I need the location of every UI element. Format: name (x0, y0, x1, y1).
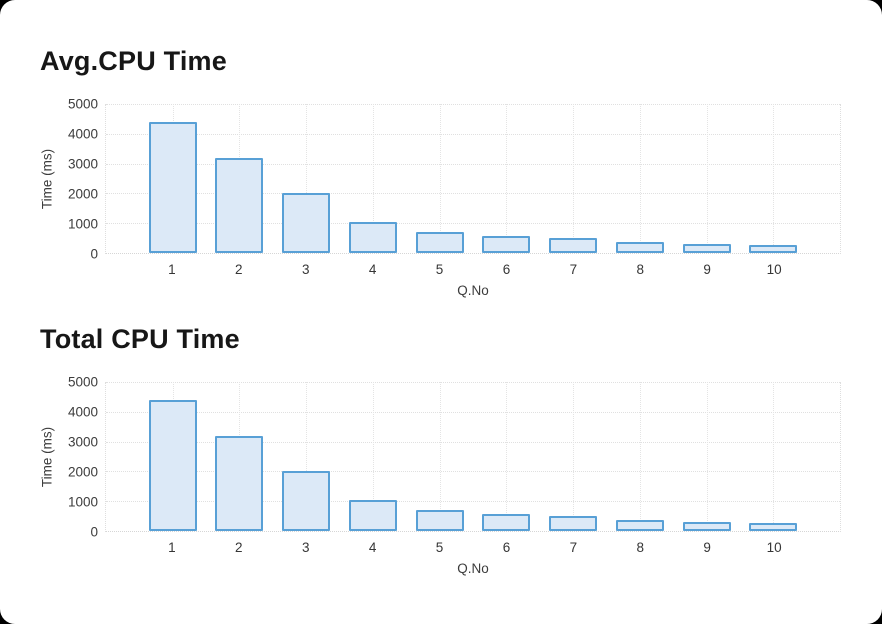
y-tick-label: 5000 (67, 374, 98, 390)
bar-q4[interactable] (348, 222, 397, 253)
bar-q2[interactable] (215, 157, 264, 253)
chart-area: Time (ms) 5000 4000 3000 2000 1000 0 1 2 3 4 5 6 7 8… (38, 375, 841, 576)
chart-area: Time (ms) 5000 4000 3000 2000 1000 0 1 2 3 4 5 6 7 8… (38, 97, 841, 298)
vertical-gridline (773, 382, 775, 531)
horizontal-gridline (106, 223, 840, 225)
horizontal-gridline (106, 193, 840, 195)
y-tick-label: 4000 (67, 404, 98, 420)
plot-wrap: 1 2 3 4 5 6 7 8 9 10 Q.No (105, 382, 841, 576)
horizontal-gridline (106, 382, 840, 383)
horizontal-gridline (106, 104, 840, 105)
bar-q2[interactable] (215, 435, 264, 531)
y-tick-label: 4000 (67, 126, 98, 142)
y-tick-label: 2000 (67, 464, 98, 480)
y-tick-label: 0 (90, 246, 98, 262)
x-tick-label: 6 (502, 540, 511, 555)
x-axis-title: Q.No (457, 561, 489, 576)
chart-section-total-cpu-time: Total CPU Time Time (ms) 5000 4000 3000 200… (0, 298, 882, 576)
bar-q3[interactable] (282, 471, 331, 531)
x-tick-label: 8 (636, 540, 645, 555)
bar-q6[interactable] (482, 236, 531, 253)
x-tick-label: 7 (569, 262, 578, 277)
vertical-gridline (773, 104, 775, 253)
y-tick-label: 1000 (67, 216, 98, 232)
bar-q5[interactable] (415, 510, 464, 531)
y-axis-tick-labels: 5000 4000 3000 2000 1000 0 (56, 97, 105, 262)
x-tick-label: 3 (301, 540, 310, 555)
y-tick-label: 2000 (67, 186, 98, 202)
bar-q9[interactable] (682, 243, 731, 253)
x-tick-label: 2 (235, 262, 243, 277)
y-axis-title: Time (ms) (38, 382, 56, 532)
plot-area (105, 104, 841, 254)
vertical-gridline (639, 104, 641, 253)
y-axis-title: Time (ms) (38, 104, 56, 254)
bar-q10[interactable] (749, 245, 798, 253)
chart-section-avg-cpu-time: Avg.CPU Time Time (ms) 5000 4000 3000 2000 1… (0, 0, 882, 298)
horizontal-gridline (106, 163, 840, 165)
y-axis-tick-labels: 5000 4000 3000 2000 1000 0 (56, 375, 105, 540)
bar-q7[interactable] (549, 515, 598, 531)
bar-q4[interactable] (348, 500, 397, 531)
vertical-gridline (506, 104, 508, 253)
bar-q8[interactable] (615, 241, 664, 253)
bar-q10[interactable] (749, 523, 798, 531)
x-tick-label: 9 (703, 262, 711, 277)
vertical-gridline (306, 104, 308, 253)
y-tick-label: 3000 (67, 156, 98, 172)
bar-q9[interactable] (682, 521, 731, 531)
x-tick-label: 10 (766, 262, 782, 277)
x-tick-label: 10 (766, 540, 782, 555)
plot-area (105, 382, 841, 532)
y-tick-label: 3000 (67, 434, 98, 450)
x-tick-label: 4 (368, 540, 377, 555)
y-tick-label: 0 (90, 524, 98, 540)
vertical-gridline (706, 104, 708, 253)
x-tick-label: 2 (235, 540, 243, 555)
vertical-gridline (639, 382, 641, 531)
vertical-gridline (573, 104, 575, 253)
horizontal-gridline (106, 441, 840, 443)
plot-wrap: 1 2 3 4 5 6 7 8 9 10 Q.No (105, 104, 841, 298)
bar-q1[interactable] (148, 121, 197, 253)
x-axis-title: Q.No (457, 283, 489, 298)
y-axis-title-label: Time (ms) (39, 148, 55, 210)
bar-q8[interactable] (615, 519, 664, 531)
x-tick-label: 3 (301, 262, 310, 277)
chart-title: Total CPU Time (40, 324, 240, 354)
x-tick-label: 4 (368, 262, 377, 277)
y-tick-label: 5000 (67, 96, 98, 112)
vertical-gridline (506, 382, 508, 531)
vertical-gridline (573, 382, 575, 531)
x-tick-label: 1 (168, 262, 176, 277)
horizontal-gridline (106, 411, 840, 413)
vertical-gridline (372, 104, 374, 253)
vertical-gridline (706, 382, 708, 531)
horizontal-gridline (106, 501, 840, 503)
y-axis-title-label: Time (ms) (39, 426, 55, 488)
chart-title: Avg.CPU Time (40, 46, 227, 76)
bar-q1[interactable] (148, 399, 197, 531)
x-tick-label: 5 (435, 540, 444, 555)
bar-q5[interactable] (415, 232, 464, 253)
bar-q3[interactable] (282, 193, 331, 253)
vertical-gridline (439, 382, 441, 531)
bar-q7[interactable] (549, 237, 598, 253)
y-tick-label: 1000 (67, 494, 98, 510)
vertical-gridline (372, 382, 374, 531)
x-tick-label: 5 (435, 262, 444, 277)
vertical-gridline (306, 382, 308, 531)
x-axis-tick-labels: 1 2 3 4 5 6 7 8 9 10 (105, 262, 841, 280)
bar-q6[interactable] (482, 514, 531, 531)
x-tick-label: 9 (703, 540, 711, 555)
horizontal-gridline (106, 133, 840, 135)
x-tick-label: 6 (502, 262, 511, 277)
horizontal-gridline (106, 471, 840, 473)
x-tick-label: 7 (569, 540, 578, 555)
x-tick-label: 8 (636, 262, 645, 277)
x-axis-tick-labels: 1 2 3 4 5 6 7 8 9 10 (105, 540, 841, 558)
x-tick-label: 1 (168, 540, 176, 555)
vertical-gridline (439, 104, 441, 253)
